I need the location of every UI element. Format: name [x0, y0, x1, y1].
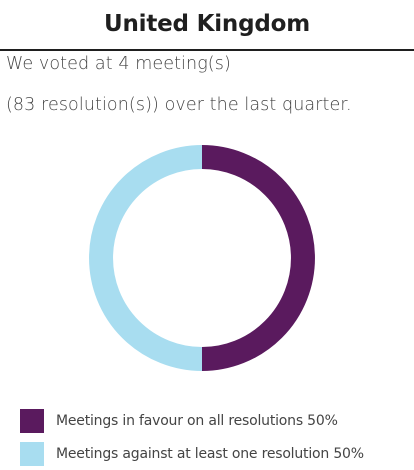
legend-label-favour: Meetings in favour on all resolutions 50… [56, 412, 338, 429]
donut-slice-against [89, 145, 203, 371]
legend-item-against: Meetings against at least one resolution… [20, 437, 364, 470]
donut-slice-favour [201, 145, 315, 371]
legend-swatch-against [20, 441, 44, 466]
chart-legend: Meetings in favour on all resolutions 50… [20, 404, 364, 470]
legend-swatch-favour [20, 408, 44, 433]
summary-line-resolutions: (83 resolution(s)) over the last quarter… [6, 95, 352, 115]
legend-label-against: Meetings against at least one resolution… [56, 445, 364, 462]
page-title: United Kingdom [0, 2, 414, 51]
legend-item-favour: Meetings in favour on all resolutions 50… [20, 404, 364, 437]
summary-line-meetings: We voted at 4 meeting(s) [6, 54, 231, 74]
